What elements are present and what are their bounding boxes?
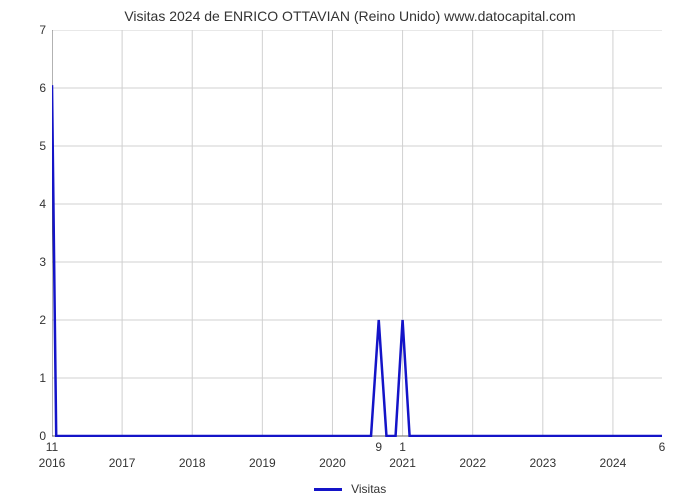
point-label: 9: [375, 440, 382, 454]
x-tick-label: 2018: [179, 456, 206, 470]
point-label: 11: [46, 440, 58, 454]
y-tick-label: 4: [30, 197, 46, 211]
x-tick-label: 2023: [529, 456, 556, 470]
legend-label: Visitas: [351, 482, 386, 496]
point-label: 6: [659, 440, 666, 454]
point-label: 1: [399, 440, 406, 454]
x-tick-label: 2019: [249, 456, 276, 470]
x-tick-label: 2017: [109, 456, 136, 470]
legend-swatch: [314, 488, 342, 491]
y-tick-label: 3: [30, 255, 46, 269]
x-tick-label: 2016: [39, 456, 66, 470]
plot-area: [52, 30, 663, 437]
legend: Visitas: [0, 482, 700, 496]
y-tick-label: 0: [30, 429, 46, 443]
y-tick-label: 2: [30, 313, 46, 327]
chart-container: Visitas 2024 de ENRICO OTTAVIAN (Reino U…: [0, 0, 700, 500]
chart-title: Visitas 2024 de ENRICO OTTAVIAN (Reino U…: [0, 8, 700, 24]
y-tick-label: 1: [30, 371, 46, 385]
y-tick-label: 5: [30, 139, 46, 153]
data-line: [52, 85, 662, 436]
y-tick-label: 6: [30, 81, 46, 95]
x-tick-label: 2022: [459, 456, 486, 470]
x-tick-label: 2020: [319, 456, 346, 470]
x-tick-label: 2024: [600, 456, 627, 470]
x-tick-label: 2021: [389, 456, 416, 470]
y-tick-label: 7: [30, 23, 46, 37]
